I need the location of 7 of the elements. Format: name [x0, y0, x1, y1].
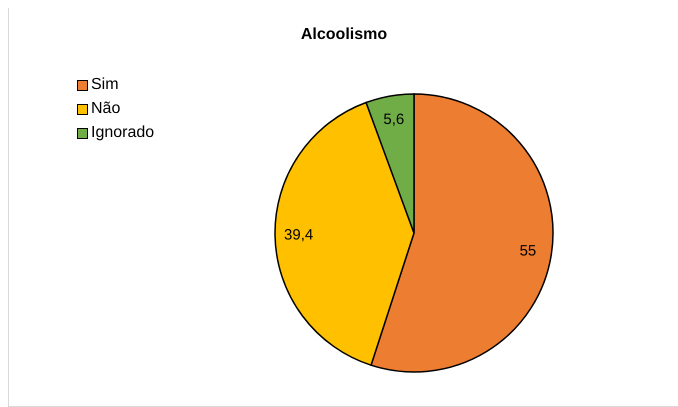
legend-label: Ignorado — [91, 123, 154, 143]
legend-label: Sim — [91, 75, 119, 95]
data-label: 39,4 — [284, 226, 314, 244]
data-label: 55 — [520, 242, 536, 260]
chart-title: Alcoolismo — [300, 26, 388, 44]
legend-label: Não — [91, 99, 120, 119]
data-label: 5,6 — [383, 110, 404, 128]
